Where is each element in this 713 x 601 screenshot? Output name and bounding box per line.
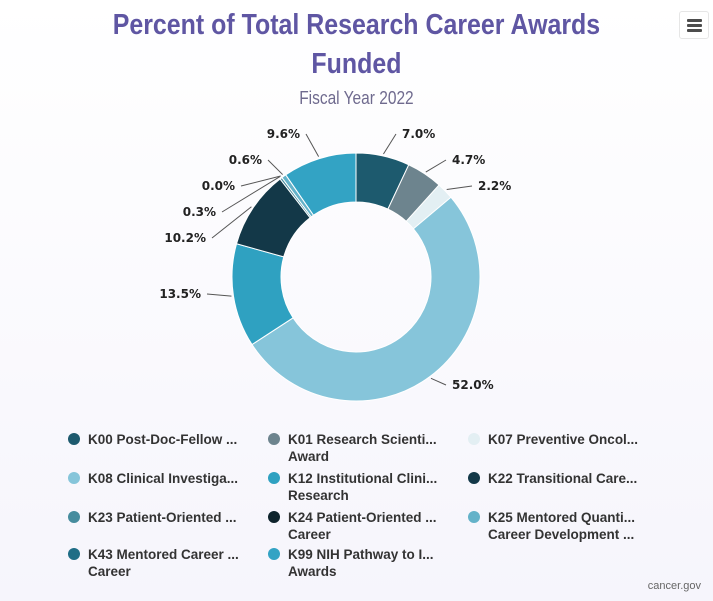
legend-label: K01 Research Scienti... Award xyxy=(288,432,437,464)
legend-label: K07 Preventive Oncol... xyxy=(488,432,639,447)
leader-line-1 xyxy=(425,159,447,173)
legend-label: K12 Institutional Clini... Research xyxy=(288,471,438,503)
leader-line-3 xyxy=(430,377,447,386)
chart-title-line-2: Funded xyxy=(311,48,402,80)
legend-label: K23 Patient-Oriented ... xyxy=(88,510,237,525)
leader-line-10 xyxy=(305,133,320,157)
donut-slices xyxy=(231,152,481,402)
legend-swatch xyxy=(268,548,280,560)
source-credit[interactable]: cancer.gov xyxy=(647,580,701,592)
legend-label: K99 NIH Pathway to I... Awards xyxy=(288,547,434,579)
legend-swatch xyxy=(468,472,480,484)
data-label-2: 2.2% xyxy=(478,179,511,193)
legend-swatch xyxy=(468,511,480,523)
leader-line-4 xyxy=(206,293,232,297)
donut-slice-3[interactable] xyxy=(251,196,481,402)
legend-swatch xyxy=(68,548,80,560)
legend-label: K22 Transitional Care... xyxy=(488,471,638,486)
legend-swatch xyxy=(268,472,280,484)
leader-line-2 xyxy=(446,185,473,191)
data-label-10: 9.6% xyxy=(267,127,300,141)
chart-title-line-1: Percent of Total Research Career Awards xyxy=(112,9,601,41)
legend-label: K43 Mentored Career ... Career xyxy=(88,547,239,579)
legend-label: K25 Mentored Quanti... Career Development… xyxy=(488,510,636,542)
donut-leader-lines xyxy=(206,133,473,386)
chart-menu-button[interactable] xyxy=(679,11,709,39)
legend-swatch xyxy=(68,472,80,484)
leader-line-6 xyxy=(221,176,281,213)
donut-slice-10[interactable] xyxy=(285,152,357,216)
legend-swatch xyxy=(468,433,480,445)
chart-subtitle: Fiscal Year 2022 xyxy=(299,88,414,108)
legend-label: K00 Post-Doc-Fellow ... xyxy=(88,432,238,447)
data-label-6: 0.3% xyxy=(183,205,216,219)
donut-data-labels: 7.0% 4.7% 2.2% 52.0% 13.5% 10.2% 0.3% 0.0% 0.6% 9… xyxy=(159,127,511,392)
leader-line-7 xyxy=(240,175,281,187)
chart-title: Percent of Total Research Career Awards … xyxy=(50,6,663,84)
hamburger-menu-icon xyxy=(687,19,702,22)
legend-swatch xyxy=(268,511,280,523)
legend-swatch xyxy=(268,433,280,445)
data-label-3: 52.0% xyxy=(452,378,494,392)
leader-line-0 xyxy=(383,133,397,155)
data-label-1: 4.7% xyxy=(452,153,485,167)
data-label-5: 10.2% xyxy=(164,231,206,245)
legend-label: K24 Patient-Oriented ... Career xyxy=(288,510,437,542)
legend-swatch xyxy=(68,433,80,445)
leader-line-8 xyxy=(267,159,283,175)
data-label-7: 0.0% xyxy=(202,179,235,193)
data-label-0: 7.0% xyxy=(402,127,435,141)
legend-swatch xyxy=(68,511,80,523)
leader-line-5 xyxy=(211,206,252,239)
data-label-4: 13.5% xyxy=(159,287,201,301)
data-label-8: 0.6% xyxy=(229,153,262,167)
legend-label: K08 Clinical Investiga... xyxy=(88,471,239,486)
